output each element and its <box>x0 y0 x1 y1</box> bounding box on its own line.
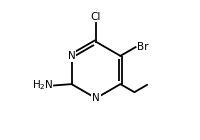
Text: H$_2$N: H$_2$N <box>32 79 53 92</box>
Text: Cl: Cl <box>91 12 101 22</box>
Text: Br: Br <box>137 42 148 52</box>
Text: N: N <box>92 93 100 103</box>
Text: N: N <box>68 51 75 61</box>
